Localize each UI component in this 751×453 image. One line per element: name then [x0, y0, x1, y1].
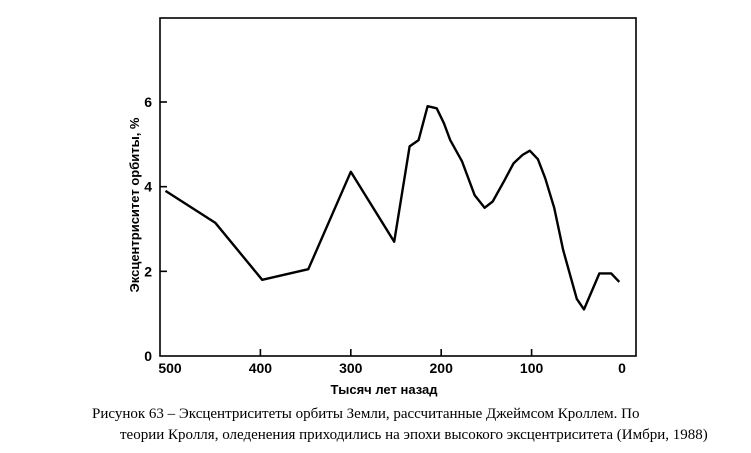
y-tick-label: 4: [144, 179, 152, 195]
y-axis-title: Эксцентриситет орбиты, %: [127, 117, 142, 292]
x-axis-ticks: 500 400 300 200 100 0: [158, 349, 626, 376]
x-tick-label: 0: [618, 360, 626, 376]
y-axis-ticks: 0 2 4 6: [144, 94, 167, 364]
x-tick-label: 300: [339, 360, 363, 376]
plot-frame: [159, 17, 637, 357]
figure-caption-line-2: теории Кролля, оледенения приходились на…: [120, 427, 708, 443]
y-tick-label: 0: [144, 348, 152, 364]
y-tick-label: 2: [144, 263, 152, 279]
x-tick-label: 200: [430, 360, 454, 376]
eccentricity-series-line: [164, 104, 621, 311]
figure-caption-line-1: Рисунок 63 – Эксцентриситеты орбиты Земл…: [92, 406, 640, 422]
x-tick-label: 500: [158, 360, 182, 376]
y-tick-label: 6: [144, 94, 152, 110]
eccentricity-chart: 500 400 300 200 100 0 0 2 4 6 Тысяч лет назад Эк…: [127, 17, 637, 397]
x-tick-label: 100: [520, 360, 544, 376]
x-tick-label: 400: [249, 360, 273, 376]
x-axis-title: Тысяч лет назад: [331, 382, 439, 397]
